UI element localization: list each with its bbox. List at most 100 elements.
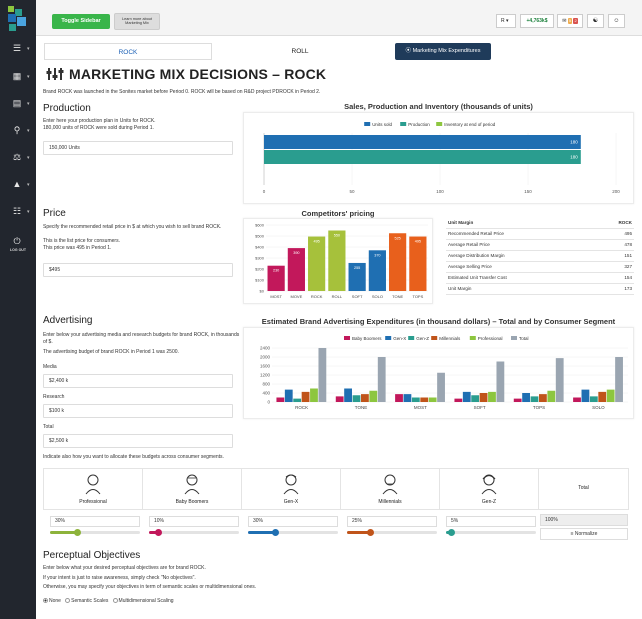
segment-slider[interactable] — [347, 529, 437, 536]
tab-rock[interactable]: ROCK — [44, 43, 212, 60]
bar — [310, 388, 318, 402]
data-label: 525 — [394, 236, 400, 240]
user-icon[interactable]: ☺ — [608, 14, 625, 28]
data-label: 495 — [415, 240, 421, 244]
segment-baby-boomers: Baby Boomers — [143, 469, 242, 509]
file-icon[interactable]: ☷ — [12, 206, 22, 216]
tab-marketing-mix-expenditures[interactable]: ⦿ Marketing Mix Expenditures — [395, 43, 491, 60]
y-tick-label: 400 — [262, 391, 270, 396]
flask-icon[interactable]: ⚖ — [12, 152, 22, 162]
table-cell: 495 — [592, 228, 634, 240]
slider-handle[interactable] — [155, 529, 162, 536]
sales-chart-card: Units sold Production Inventory at end of … — [243, 112, 634, 204]
normalize-button[interactable]: ≡ Normalize — [540, 528, 628, 540]
team-icon[interactable]: ☯ — [587, 14, 604, 28]
app-logo[interactable] — [6, 4, 30, 34]
newspaper-icon[interactable]: ▤ — [12, 98, 22, 108]
chevron-down-icon: ▾ — [27, 74, 30, 80]
radio-multidimensional-scaling[interactable]: Multidimensional Scaling — [112, 598, 174, 604]
slider-fill — [347, 531, 370, 534]
segment-percent-input[interactable]: 30% — [50, 516, 140, 527]
total-input[interactable]: $2,500 k — [43, 434, 233, 448]
radio-button[interactable] — [43, 598, 48, 604]
bar — [276, 397, 285, 402]
slider-handle[interactable] — [272, 529, 279, 536]
y-tick-label: 1200 — [260, 373, 271, 378]
radio-button[interactable] — [65, 598, 71, 604]
data-label: 495 — [313, 240, 319, 244]
table-cell: 151 — [592, 250, 634, 262]
segment-percent-input[interactable]: 30% — [248, 516, 338, 527]
round-select[interactable]: R ▾ — [496, 14, 516, 28]
segment-percent-input[interactable]: 25% — [347, 516, 437, 527]
bar — [454, 398, 463, 402]
bar — [539, 394, 547, 402]
radio-label: None — [49, 598, 61, 604]
segment-percent-input[interactable]: 10% — [149, 516, 239, 527]
tab-roll[interactable]: ROLL — [291, 48, 309, 55]
learn-more-button[interactable]: Learn more about Marketing Mix — [114, 13, 160, 30]
messages-button[interactable]: ✉ 5 2 — [557, 14, 583, 28]
bar — [581, 389, 590, 402]
segment-percent-input[interactable]: 5% — [446, 516, 536, 527]
research-label: Research — [43, 394, 65, 400]
search-icon[interactable]: ⚲ — [13, 125, 21, 135]
segment-slider[interactable] — [149, 529, 239, 536]
x-tick-label: SOLO — [592, 405, 605, 410]
cash-balance[interactable]: +4,763k$ — [520, 14, 554, 28]
bar — [361, 394, 369, 402]
bar — [267, 265, 285, 291]
media-label: Media — [43, 364, 57, 370]
sliders-icon: ≡ — [570, 531, 574, 537]
x-tick-label: 0 — [263, 189, 266, 194]
y-tick-label: 1600 — [260, 364, 271, 369]
chart-icon[interactable]: ▲ — [12, 179, 22, 189]
y-tick-label: 0 — [267, 400, 270, 405]
x-tick-label: SOFT — [352, 294, 363, 299]
perceptual-heading: Perceptual Objectives — [43, 550, 141, 561]
allocate-text: Indicate also how you want to allocate t… — [43, 454, 224, 460]
production-input[interactable]: 150,000 Units — [43, 141, 233, 155]
segment-slider[interactable] — [446, 529, 536, 536]
table-row: Average Distribution Margin 151 — [446, 250, 634, 262]
chevron-down-icon: ▾ — [27, 182, 30, 188]
radio-semantic-scales[interactable]: Semantic Scales — [65, 598, 108, 604]
building-icon[interactable]: ▦ — [12, 71, 22, 81]
slider-handle[interactable] — [447, 529, 455, 536]
message-badge: 5 — [567, 18, 573, 24]
sidebar: ☰ ▾ ▦ ▾ ▤ ▾ ⚲ ▾ ⚖ ▾ ▲ ▾ ☷ ▾ ⏻ LOG OUT — [0, 0, 36, 619]
slider-handle[interactable] — [74, 529, 81, 536]
x-tick-label: MOST — [270, 294, 282, 299]
slider-fill — [149, 531, 158, 534]
x-tick-label: 100 — [436, 189, 444, 194]
media-input[interactable]: $2,400 k — [43, 374, 233, 388]
document-icon[interactable]: ☰ — [12, 43, 22, 53]
power-icon[interactable]: ⏻ — [13, 236, 21, 246]
table-cell: 327 — [592, 261, 634, 273]
bar — [287, 248, 305, 291]
radio-none[interactable]: None — [43, 598, 61, 604]
slider-handle[interactable] — [366, 529, 374, 536]
top-bar: Toggle Sidebar Learn more about Marketin… — [36, 0, 642, 36]
segment-professional: Professional — [44, 469, 143, 509]
pricing-chart-card: $0 $100 $200 $300 $400 $500 $600 230 MOST 390 MOVE… — [243, 218, 433, 304]
perceptual-text-1: Enter below what your desired perceptual… — [43, 565, 206, 571]
price-text-1: Specify the recommended retail price in … — [43, 224, 222, 230]
radio-button[interactable] — [112, 598, 118, 604]
logout-label[interactable]: LOG OUT — [10, 248, 26, 252]
round-select-value: R — [501, 18, 505, 24]
sliders-icon — [46, 68, 64, 80]
chevron-down-icon: ▾ — [27, 46, 30, 52]
price-input[interactable]: $495 — [43, 263, 233, 277]
segment-slider[interactable] — [50, 529, 140, 536]
table-header-cell: Unit Margin — [446, 217, 593, 229]
legend-label: Millennials — [439, 336, 461, 341]
research-input[interactable]: $100 k — [43, 404, 233, 418]
advertising-text-2: The advertising budget of brand ROCK in … — [43, 349, 179, 355]
table-header-row: Unit Margin ROCK — [446, 217, 634, 229]
segment-slider[interactable] — [248, 529, 338, 536]
legend-label: Baby Boomers — [352, 336, 382, 341]
toggle-sidebar-button[interactable]: Toggle Sidebar — [52, 14, 110, 29]
y-tick-label: $0 — [260, 289, 265, 294]
price-heading: Price — [43, 208, 66, 219]
